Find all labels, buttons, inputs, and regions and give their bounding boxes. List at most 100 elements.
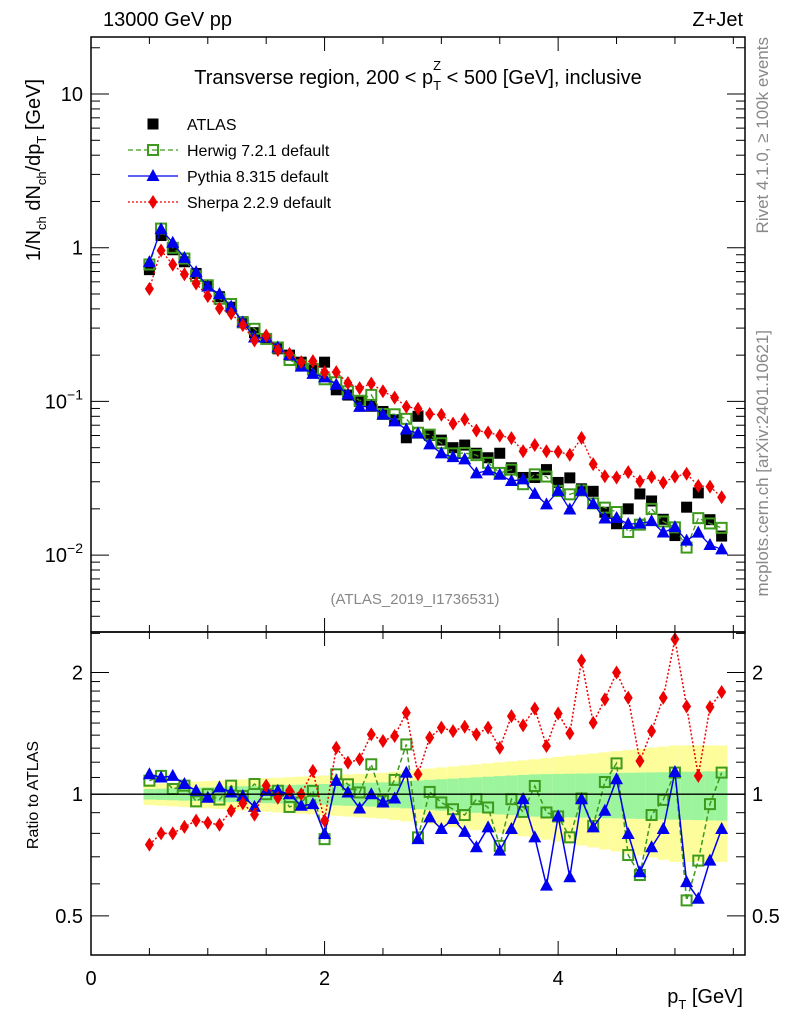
- pythia-ratio-point: [563, 870, 577, 883]
- ratio-y-tick-label-left: 2: [72, 663, 83, 685]
- pythia-ratio-point: [586, 820, 600, 833]
- pythia-ratio-point: [236, 788, 250, 801]
- herwig-ratio-point: [692, 854, 705, 867]
- sherpa-ratio-point: [612, 665, 622, 680]
- legend-marker-icon: [148, 195, 158, 209]
- label-part: p: [667, 986, 678, 1008]
- sherpa-main-point: [331, 365, 341, 380]
- label-part: Z: [433, 58, 441, 73]
- atlas-data-point: [552, 476, 564, 488]
- pythia-main-point: [142, 255, 156, 268]
- herwig-main-point: [715, 521, 728, 534]
- pythia-main-point: [306, 366, 320, 379]
- sherpa-ratio-point: [320, 813, 330, 828]
- atlas-data-point: [470, 447, 482, 459]
- sherpa-main-point: [191, 276, 201, 291]
- sherpa-ratio-point: [588, 715, 598, 730]
- uncertainty-band-inner-bin: [715, 771, 728, 821]
- herwig-main-point: [540, 470, 553, 483]
- sherpa-main-point: [483, 425, 493, 440]
- sherpa-ratio-point: [250, 807, 259, 822]
- sherpa-main-point: [460, 412, 470, 427]
- herwig-ratio-point: [645, 809, 658, 822]
- atlas-data-point: [681, 501, 693, 513]
- pythia-main-point: [458, 452, 472, 465]
- pythia-ratio-point: [212, 780, 226, 793]
- sherpa-main-point: [261, 328, 271, 343]
- ratio-frame: [90, 631, 746, 956]
- atlas-data-point: [716, 530, 728, 542]
- herwig-main-point: [563, 488, 576, 501]
- sherpa-ratio-point: [436, 720, 446, 735]
- sherpa-main-point: [366, 376, 376, 391]
- sherpa-main-point: [168, 257, 178, 272]
- sherpa-ratio-point: [553, 706, 563, 721]
- sherpa-ratio-point: [483, 720, 493, 735]
- pythia-ratio-point: [434, 822, 448, 835]
- atlas-data-point: [657, 513, 669, 525]
- pythia-main-point: [539, 497, 553, 510]
- y-tick-base: 1: [72, 238, 83, 260]
- herwig-ratio-point: [598, 775, 611, 788]
- sherpa-ratio-point: [600, 692, 610, 707]
- uncertainty-band-inner-bin: [692, 771, 705, 821]
- label-part: [GeV]: [686, 986, 743, 1008]
- pythia-main-point: [575, 483, 588, 496]
- sherpa-main-point: [600, 469, 610, 484]
- herwig-ratio-point: [306, 784, 319, 797]
- atlas-data-point: [330, 384, 342, 396]
- header-right: Z+Jet: [692, 9, 743, 31]
- pythia-ratio-point: [551, 809, 565, 822]
- pythia-main-point: [399, 422, 413, 435]
- sherpa-main-point: [518, 444, 528, 459]
- herwig-ratio-point: [622, 849, 635, 862]
- uncertainty-band-inner-bin: [704, 771, 716, 821]
- sherpa-ratio-point: [471, 727, 481, 742]
- mcplots-source-note: mcplots.cern.ch [arXiv:2401.10621]: [753, 330, 772, 596]
- sherpa-main-point: [705, 479, 715, 494]
- sherpa-main-point: [577, 430, 586, 445]
- pythia-ratio-point: [353, 801, 367, 814]
- pythia-main-point: [621, 516, 635, 529]
- sherpa-ratio-point: [693, 768, 703, 783]
- label-part: T: [34, 136, 49, 144]
- legend-label: Sherpa 2.2.9 default: [187, 195, 332, 212]
- sherpa-ratio-point: [658, 690, 668, 705]
- sherpa-ratio-point: [565, 726, 575, 741]
- sherpa-ratio-point: [670, 632, 680, 647]
- pythia-ratio-point: [621, 827, 635, 840]
- pythia-main-line: [148, 227, 722, 550]
- pythia-main-point: [598, 511, 612, 524]
- sherpa-main-point: [623, 465, 633, 480]
- herwig-ratio-point: [353, 786, 366, 799]
- sherpa-ratio-point: [331, 740, 341, 755]
- sherpa-ratio-point: [144, 837, 154, 852]
- label-part: T: [433, 78, 441, 93]
- uncertainty-band-inner-bin: [482, 776, 494, 814]
- pythia-ratio-point: [469, 840, 483, 853]
- sherpa-main-point: [390, 390, 400, 405]
- pythia-main-point: [329, 377, 343, 390]
- sherpa-ratio-point: [378, 734, 388, 749]
- pythia-ratio-point: [446, 812, 460, 825]
- sherpa-ratio-point: [308, 763, 318, 778]
- legend-label: Herwig 7.2.1 default: [187, 143, 330, 160]
- atlas-data-point: [564, 472, 576, 484]
- herwig-ratio-point: [248, 777, 261, 790]
- pythia-main-point: [189, 265, 203, 278]
- herwig-ratio-point: [482, 801, 495, 814]
- legend: ATLAS Herwig 7.2.1 default Pythia 8.315 de…: [128, 117, 332, 212]
- pythia-main-point: [504, 474, 518, 487]
- pythia-ratio-point: [189, 783, 203, 796]
- atlas-data-point: [412, 410, 424, 422]
- y-tick-label: 10−2: [45, 540, 83, 567]
- pythia-ratio-point: [691, 891, 705, 904]
- y-tick-label: 10: [61, 84, 83, 106]
- label-part: [GeV]: [23, 79, 45, 136]
- uncertainty-band-inner-bin: [610, 772, 623, 819]
- atlas-data-point: [459, 439, 471, 451]
- pythia-main-point: [633, 516, 647, 529]
- sherpa-ratio-point: [541, 739, 551, 754]
- pythia-main-point: [446, 450, 460, 463]
- sherpa-main-point: [658, 475, 668, 490]
